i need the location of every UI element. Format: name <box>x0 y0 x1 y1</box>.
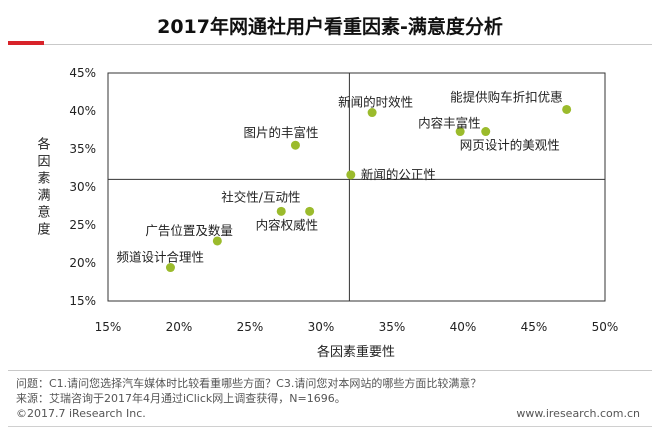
data-point <box>481 127 491 137</box>
footer-divider <box>8 370 652 371</box>
point-label: 内容丰富性 <box>418 116 481 131</box>
point-label: 新闻的公正性 <box>361 167 436 182</box>
x-tick-label: 35% <box>379 320 406 334</box>
x-axis-ticks: 15% 20% 25% 30% 35% 40% 45% 50% <box>95 320 619 334</box>
website-link[interactable]: www.iresearch.com.cn <box>516 407 640 420</box>
plot-frame <box>107 72 606 302</box>
point-label: 内容权威性 <box>256 217 319 232</box>
bottom-divider <box>8 426 652 427</box>
y-tick-label: 20% <box>69 256 96 270</box>
y-tick-label: 25% <box>69 218 96 232</box>
x-tick-label: 45% <box>521 320 548 334</box>
y-tick-label: 45% <box>69 66 96 80</box>
x-tick-label: 30% <box>308 320 335 334</box>
question-note: 问题：C1.请问您选择汽车媒体时比较看重哪些方面？C3.请问您对本网站的哪些方面… <box>16 377 482 390</box>
data-point <box>290 140 300 150</box>
x-tick-label: 50% <box>592 320 619 334</box>
x-tick-label: 15% <box>95 320 122 334</box>
title-accent-mark <box>8 41 44 45</box>
chart-title: 2017年网通社用户看重因素-满意度分析 <box>157 16 503 38</box>
point-label: 图片的丰富性 <box>243 125 318 140</box>
point-label: 能提供购车折扣优惠 <box>450 89 563 104</box>
data-point <box>305 206 315 216</box>
y-tick-label: 15% <box>69 294 96 308</box>
copyright-text: ©2017.7 iResearch Inc. <box>16 407 146 420</box>
point-label: 社交性/互动性 <box>221 189 300 204</box>
point-label: 频道设计合理性 <box>116 250 204 265</box>
y-axis-label: 各因素满意度 <box>37 137 50 238</box>
y-tick-label: 40% <box>69 104 96 118</box>
source-note: 来源：艾瑞咨询于2017年4月通过iClick网上调查获得，N=1696。 <box>16 392 346 405</box>
x-tick-label: 20% <box>166 320 193 334</box>
point-label: 网页设计的美观性 <box>460 138 560 153</box>
x-tick-label: 25% <box>237 320 264 334</box>
data-point <box>165 263 175 273</box>
data-point <box>455 127 465 137</box>
y-axis-ticks: 45% 40% 35% 30% 25% 20% 15% <box>69 66 96 308</box>
x-axis-label: 各因素重要性 <box>317 344 395 360</box>
y-tick-label: 30% <box>69 180 96 194</box>
scatter-chart: 15% 20% 25% 30% 35% 40% 45% 50% 45% 40% 35% 30% 25%… <box>37 66 619 360</box>
data-point <box>276 206 286 216</box>
point-label: 广告位置及数量 <box>145 223 233 238</box>
data-point <box>346 170 356 180</box>
x-tick-label: 40% <box>450 320 477 334</box>
data-point <box>367 108 377 118</box>
data-point <box>212 236 222 246</box>
title-divider <box>8 44 652 45</box>
y-tick-label: 35% <box>69 142 96 156</box>
point-label: 新闻的时效性 <box>338 95 413 110</box>
data-point <box>562 104 572 114</box>
